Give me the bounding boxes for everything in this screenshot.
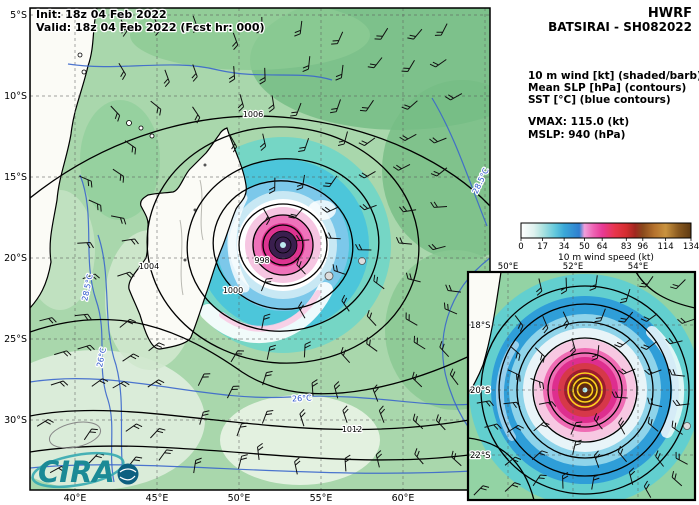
svg-text:83: 83 [621, 242, 632, 252]
legend-sst: SST [°C] (blue contours) [528, 94, 671, 106]
main-map-content: 1006 1004 1000 998 1012 28.5°C 26°C 28.5… [30, 8, 490, 490]
inset-lon-tick: 54°E [628, 262, 648, 272]
lat-tick: 25°S [4, 334, 27, 345]
valid-time-label: Valid: 18z 04 Feb 2022 (Fcst hr: 000) [36, 21, 265, 34]
logo-globe-icon [117, 463, 139, 485]
lon-tick: 50°E [228, 493, 251, 504]
sst-label: 26°C [292, 393, 313, 403]
comoros-island [138, 125, 144, 131]
inset-rainband [646, 326, 685, 438]
model-name: HWRF [648, 6, 692, 21]
svg-text:114: 114 [657, 242, 673, 252]
lat-tick: 30°S [4, 415, 27, 426]
legend-wind: 10 m wind [kt] (shaded/barb) [528, 70, 699, 82]
lat-tick: 5°S [10, 10, 27, 21]
slp-contours [30, 115, 490, 461]
inset-map-content [468, 272, 695, 500]
cira-logo: CIRA [31, 451, 139, 489]
slp-label: 998 [254, 256, 269, 265]
inset-lat-tick: 22°S [470, 451, 490, 461]
inset-map: 50°E 52°E 54°E 18°S 20°S 22°S [466, 262, 697, 502]
mslp-value: MSLP: 940 (hPa) [528, 129, 625, 141]
rainband [200, 282, 333, 343]
sst-contours [30, 63, 490, 483]
lon-tick: 45°E [146, 493, 169, 504]
wind-barbs [36, 15, 463, 475]
inset-slp-contours [468, 272, 695, 500]
colorbar-ticks: 0 17 34 50 64 83 96 114 134 [518, 238, 699, 252]
slp-label: 1004 [139, 262, 159, 271]
inset-lon-tick: 50°E [498, 262, 518, 272]
storm-eye [280, 242, 286, 248]
main-map: 1006 1004 1000 998 1012 28.5°C 26°C 28.5… [4, 7, 491, 504]
header-panel: HWRF BATSIRAI - SH082022 [548, 6, 692, 34]
rainband [219, 290, 321, 332]
init-time-label: Init: 18z 04 Feb 2022 [36, 8, 167, 21]
map-border [29, 7, 491, 491]
svg-text:34: 34 [559, 242, 570, 252]
colorbar-label: 10 m wind speed (kt) [558, 253, 654, 263]
inset-border [466, 270, 697, 502]
svg-text:64: 64 [597, 242, 608, 252]
colorbar-gradient [520, 222, 692, 239]
legend-panel: 10 m wind [kt] (shaded/barb) Mean SLP [h… [528, 70, 699, 141]
inset-reunion-island [683, 422, 691, 430]
logo-orbit [31, 451, 125, 489]
logo-text: CIRA [38, 455, 115, 489]
inset-axis-labels: 50°E 52°E 54°E 18°S 20°S 22°S [469, 262, 648, 462]
svg-text:96: 96 [637, 242, 648, 252]
inset-wind-barbs [472, 275, 695, 498]
colorbar: 0 17 34 50 64 83 96 114 134 10 m wind speed (kt) [518, 222, 699, 263]
lon-tick: 55°E [310, 493, 333, 504]
lat-tick: 20°S [4, 253, 27, 264]
lat-tick: 15°S [4, 172, 27, 183]
inset-cyclone-shading [469, 274, 695, 500]
inset-lat-tick: 20°S [470, 386, 490, 396]
lat-tick: 10°S [4, 91, 27, 102]
vmax-value: VMAX: 115.0 (kt) [528, 116, 629, 128]
svg-text:50: 50 [579, 242, 590, 252]
inset-lon-tick: 52°E [563, 262, 583, 272]
lon-tick: 60°E [392, 493, 415, 504]
main-axis-labels: 5°S 10°S 15°S 20°S 25°S 30°S 40°E 45°E 5… [4, 10, 414, 504]
slp-label: 1000 [223, 286, 243, 295]
storm-name: BATSIRAI - SH082022 [548, 20, 692, 34]
reunion-island [324, 271, 334, 281]
svg-text:134: 134 [683, 242, 699, 252]
inset-grid-lines [468, 272, 695, 500]
mauritius-island [358, 257, 366, 265]
svg-text:0: 0 [518, 242, 523, 252]
slp-label: 1012 [342, 425, 362, 434]
africa-coast [30, 8, 98, 309]
slp-label: 1006 [243, 110, 263, 119]
lon-tick: 40°E [64, 493, 87, 504]
mayotte-island [149, 133, 155, 139]
legend-slp: Mean SLP [hPa] (contours) [528, 82, 686, 94]
comoros-island [126, 120, 132, 126]
inset-lat-tick: 18°S [470, 321, 490, 331]
svg-text:17: 17 [537, 242, 548, 252]
